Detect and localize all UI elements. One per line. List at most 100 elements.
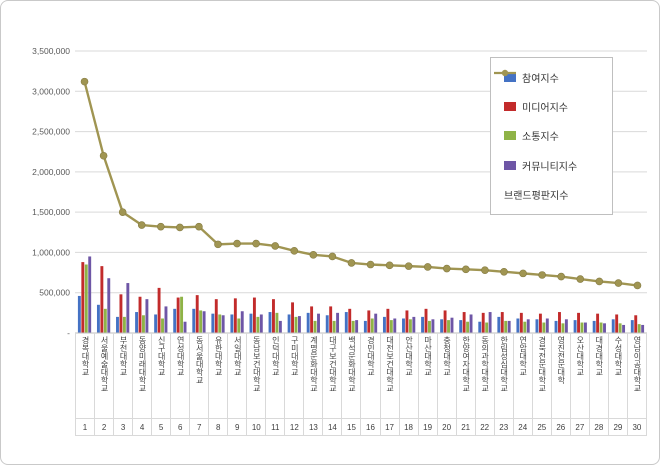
line-marker (519, 269, 527, 278)
bar (344, 312, 348, 333)
bar (428, 320, 431, 333)
bar (535, 319, 539, 333)
bar (107, 278, 111, 333)
legend-swatch (504, 160, 516, 170)
category-label-cell: 신구대학교 (152, 333, 172, 419)
bar (161, 318, 164, 333)
bar (634, 315, 638, 333)
category-label: 유한대학교 (214, 336, 224, 376)
bar (622, 324, 626, 333)
rank-label: 9 (228, 419, 248, 436)
y-tick-label: - (67, 328, 70, 336)
category-label-cell: 계명문화대학교 (304, 333, 324, 419)
line-marker (557, 272, 566, 281)
category-label: 서일대학교 (233, 336, 243, 376)
bar (157, 287, 161, 333)
bar (637, 324, 641, 333)
category-label-cell: 연암대학교 (513, 333, 533, 419)
category-label: 경민대학교 (366, 336, 376, 376)
category-label-cell: 대구보건대학교 (323, 333, 343, 419)
line-marker (462, 265, 470, 274)
category-label: 동남보건대학교 (252, 336, 262, 392)
bar (478, 321, 482, 333)
category-label-cell: 서일대학교 (228, 333, 248, 419)
category-label: 대구보건대학교 (328, 336, 338, 392)
category-label: 안산대학교 (404, 336, 414, 376)
rank-label: 16 (361, 419, 381, 436)
category-label-cell: 영남이공대학교 (627, 333, 647, 419)
legend-swatch (504, 131, 516, 141)
bar (393, 318, 397, 333)
bar (583, 322, 587, 333)
legend-item: 소통지수 (504, 128, 608, 143)
bar (630, 320, 634, 333)
rank-label: 30 (627, 419, 647, 436)
rank-label: 2 (95, 419, 115, 436)
category-label-cell: 경복대학교 (75, 333, 96, 419)
rank-label: 28 (589, 419, 609, 436)
category-label-cell: 연성대학교 (171, 333, 191, 419)
bar (176, 297, 180, 333)
legend-label: 커뮤니티지수 (522, 161, 578, 173)
line-marker (481, 266, 489, 274)
bar (481, 312, 485, 333)
bar (596, 313, 600, 333)
bar (272, 299, 275, 333)
line-marker (309, 251, 318, 259)
category-label: 부천대학교 (119, 336, 129, 376)
bar (96, 304, 100, 333)
bar (252, 297, 256, 333)
bar (268, 312, 272, 333)
bar (618, 323, 622, 333)
rank-label: 10 (247, 419, 267, 436)
rank-axis: 1 2 3 4 5 6 7 8 9 10 11 12 13 14 15 16 17 18 19 20 21 22 23 24 2… (75, 419, 647, 436)
category-label: 서울예술대학교 (100, 336, 110, 392)
bar (408, 319, 412, 333)
rank-label: 24 (513, 419, 533, 436)
bar (580, 322, 584, 333)
category-label-cell: 경북전문대학교 (532, 333, 552, 419)
bar (459, 320, 463, 333)
bar-series-소통지수 (84, 264, 641, 333)
category-label: 경북전문대학교 (537, 336, 547, 392)
category-label-cell: 유한대학교 (209, 333, 229, 419)
line-marker (137, 221, 146, 229)
bar (351, 320, 355, 333)
bar (519, 312, 523, 333)
category-label-cell: 대경대학교 (589, 333, 609, 419)
line-marker (328, 252, 337, 261)
rank-label: 26 (551, 419, 571, 436)
rank-label: 21 (456, 419, 476, 436)
bar (195, 295, 199, 333)
category-label-cell: 동남보건대학교 (247, 333, 267, 419)
line-marker (118, 208, 127, 216)
rank-label: 6 (171, 419, 191, 436)
legend-line-swatch (494, 69, 516, 77)
category-label: 연성대학교 (176, 336, 186, 376)
bar (135, 312, 139, 333)
rank-label: 19 (418, 419, 438, 436)
bar (641, 324, 645, 333)
bar (405, 310, 409, 333)
bar (389, 320, 393, 333)
bar (424, 308, 428, 333)
bar (81, 262, 85, 333)
legend-label: 참여지수 (522, 74, 559, 86)
category-label: 대전보건대학교 (385, 336, 395, 392)
line-marker (271, 242, 280, 250)
bar (370, 318, 374, 333)
bar (348, 308, 352, 333)
category-label: 한림성심대학교 (499, 336, 509, 392)
category-label: 경복대학교 (81, 336, 91, 376)
bar (164, 306, 168, 333)
y-tick-label: 500,000 (39, 288, 70, 298)
bar (421, 316, 425, 333)
bar (100, 266, 104, 333)
bar-series-커뮤니티지수 (88, 256, 645, 333)
bar (126, 283, 130, 333)
bar (291, 302, 294, 333)
line-marker (99, 151, 108, 160)
bar (386, 308, 390, 333)
